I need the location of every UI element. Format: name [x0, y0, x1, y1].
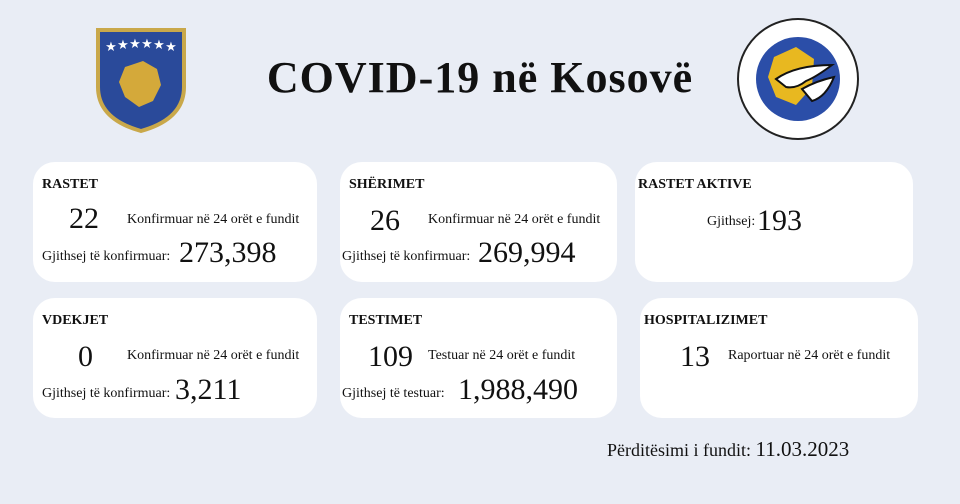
total-value: 193 [757, 204, 802, 237]
svg-text:★: ★ [165, 40, 177, 55]
card-sherimet: SHËRIMET 26 Konfirmuar në 24 orët e fund… [340, 162, 617, 282]
total-label: Gjithsej të konfirmuar: [42, 386, 171, 401]
total-label: Gjithsej të konfirmuar: [342, 249, 471, 264]
card-label: TESTIMET [349, 313, 423, 328]
niph-logo [736, 17, 860, 145]
card-label: HOSPITALIZIMET [644, 313, 768, 328]
total-label: Gjithsej të testuar: [342, 386, 445, 401]
total-label: Gjithsej: [707, 214, 756, 229]
svg-text:★: ★ [129, 37, 141, 52]
card-label: RASTET [42, 177, 99, 192]
total-value: 269,994 [478, 236, 576, 269]
svg-text:★: ★ [105, 40, 117, 55]
updated-label: Përditësimi i fundit: [607, 440, 751, 460]
daily-value: 109 [368, 340, 413, 373]
total-value: 1,988,490 [458, 373, 578, 406]
card-label: SHËRIMET [349, 177, 425, 192]
last-updated: Përditësimi i fundit: 11.03.2023 [607, 437, 849, 462]
svg-text:★: ★ [153, 38, 165, 53]
daily-value: 0 [78, 340, 93, 373]
daily-text: Konfirmuar në 24 orët e fundit [127, 212, 300, 227]
total-value: 3,211 [175, 373, 242, 406]
card-hospitalizimet: HOSPITALIZIMET 13 Raportuar në 24 orët e… [640, 298, 918, 418]
daily-value: 26 [370, 204, 400, 237]
daily-text: Testuar në 24 orët e fundit [428, 348, 576, 363]
card-vdekjet: VDEKJET 0 Konfirmuar në 24 orët e fundit… [33, 298, 317, 418]
card-label: VDEKJET [42, 313, 109, 328]
kosovo-coat-of-arms: ★ ★ ★ ★ ★ ★ [95, 27, 187, 137]
card-rastet: RASTET 22 Konfirmuar në 24 orët e fundit… [33, 162, 317, 282]
daily-text: Raportuar në 24 orët e fundit [728, 348, 891, 363]
card-rastet-aktive: RASTET AKTIVE Gjithsej: 193 [635, 162, 913, 282]
card-label: RASTET AKTIVE [638, 177, 752, 192]
updated-date: 11.03.2023 [755, 437, 850, 461]
card-testimet: TESTIMET 109 Testuar në 24 orët e fundit… [340, 298, 617, 418]
page-title: COVID-19 në Kosovë [266, 53, 694, 102]
daily-text: Konfirmuar në 24 orët e fundit [428, 212, 601, 227]
svg-text:★: ★ [117, 38, 129, 53]
daily-value: 13 [680, 340, 710, 373]
daily-value: 22 [69, 202, 99, 235]
total-label: Gjithsej të konfirmuar: [42, 249, 171, 264]
total-value: 273,398 [179, 236, 277, 269]
daily-text: Konfirmuar në 24 orët e fundit [127, 348, 300, 363]
svg-text:★: ★ [141, 37, 153, 52]
